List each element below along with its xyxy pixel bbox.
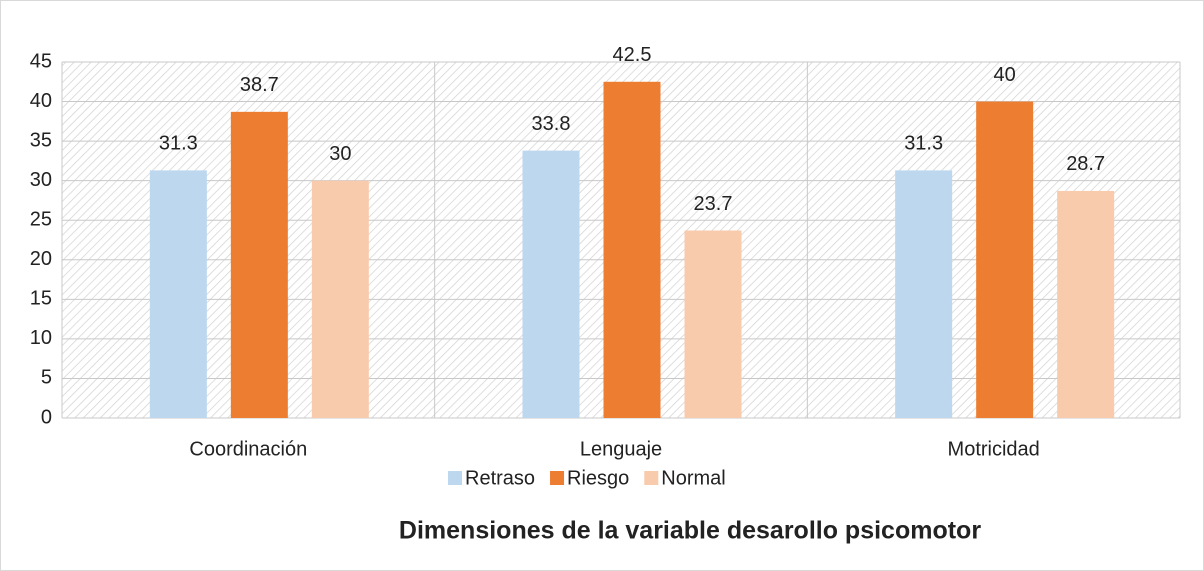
data-label: 31.3 — [904, 133, 943, 155]
legend-label: Normal — [661, 467, 725, 489]
legend-label: Riesgo — [567, 467, 629, 489]
y-tick-label: 0 — [41, 406, 52, 428]
legend-swatch — [644, 471, 659, 485]
bar — [149, 170, 207, 418]
y-tick-label: 15 — [30, 288, 52, 310]
bar — [603, 81, 661, 419]
y-tick-label: 30 — [30, 169, 52, 191]
data-label: 38.7 — [240, 74, 279, 96]
y-tick-label: 45 — [30, 50, 52, 72]
data-label: 23.7 — [694, 193, 733, 215]
bar — [684, 230, 742, 418]
y-tick-label: 10 — [30, 327, 52, 349]
bar — [311, 180, 369, 418]
legend-swatch — [550, 471, 565, 485]
data-label: 33.8 — [532, 113, 571, 135]
bar — [522, 150, 580, 419]
bar — [1057, 190, 1115, 418]
y-tick-label: 20 — [30, 248, 52, 270]
y-tick-label: 5 — [41, 367, 52, 389]
data-label: 40 — [994, 64, 1016, 86]
data-label: 30 — [329, 143, 351, 165]
chart-title: Dimensiones de la variable desarollo psi… — [399, 517, 981, 545]
x-tick-label: Lenguaje — [580, 438, 662, 460]
data-label: 28.7 — [1066, 153, 1105, 175]
y-tick-label: 35 — [30, 129, 52, 151]
bar — [230, 111, 288, 418]
legend-swatch — [448, 471, 462, 485]
y-tick-label: 40 — [30, 90, 52, 112]
x-tick-label: Coordinación — [189, 438, 307, 460]
bar — [976, 101, 1034, 419]
bar — [895, 170, 953, 418]
x-tick-label: Motricidad — [948, 438, 1040, 460]
y-tick-label: 25 — [30, 209, 52, 231]
data-label: 42.5 — [613, 44, 652, 66]
data-label: 31.3 — [159, 133, 198, 155]
legend-label: Retraso — [465, 467, 535, 489]
